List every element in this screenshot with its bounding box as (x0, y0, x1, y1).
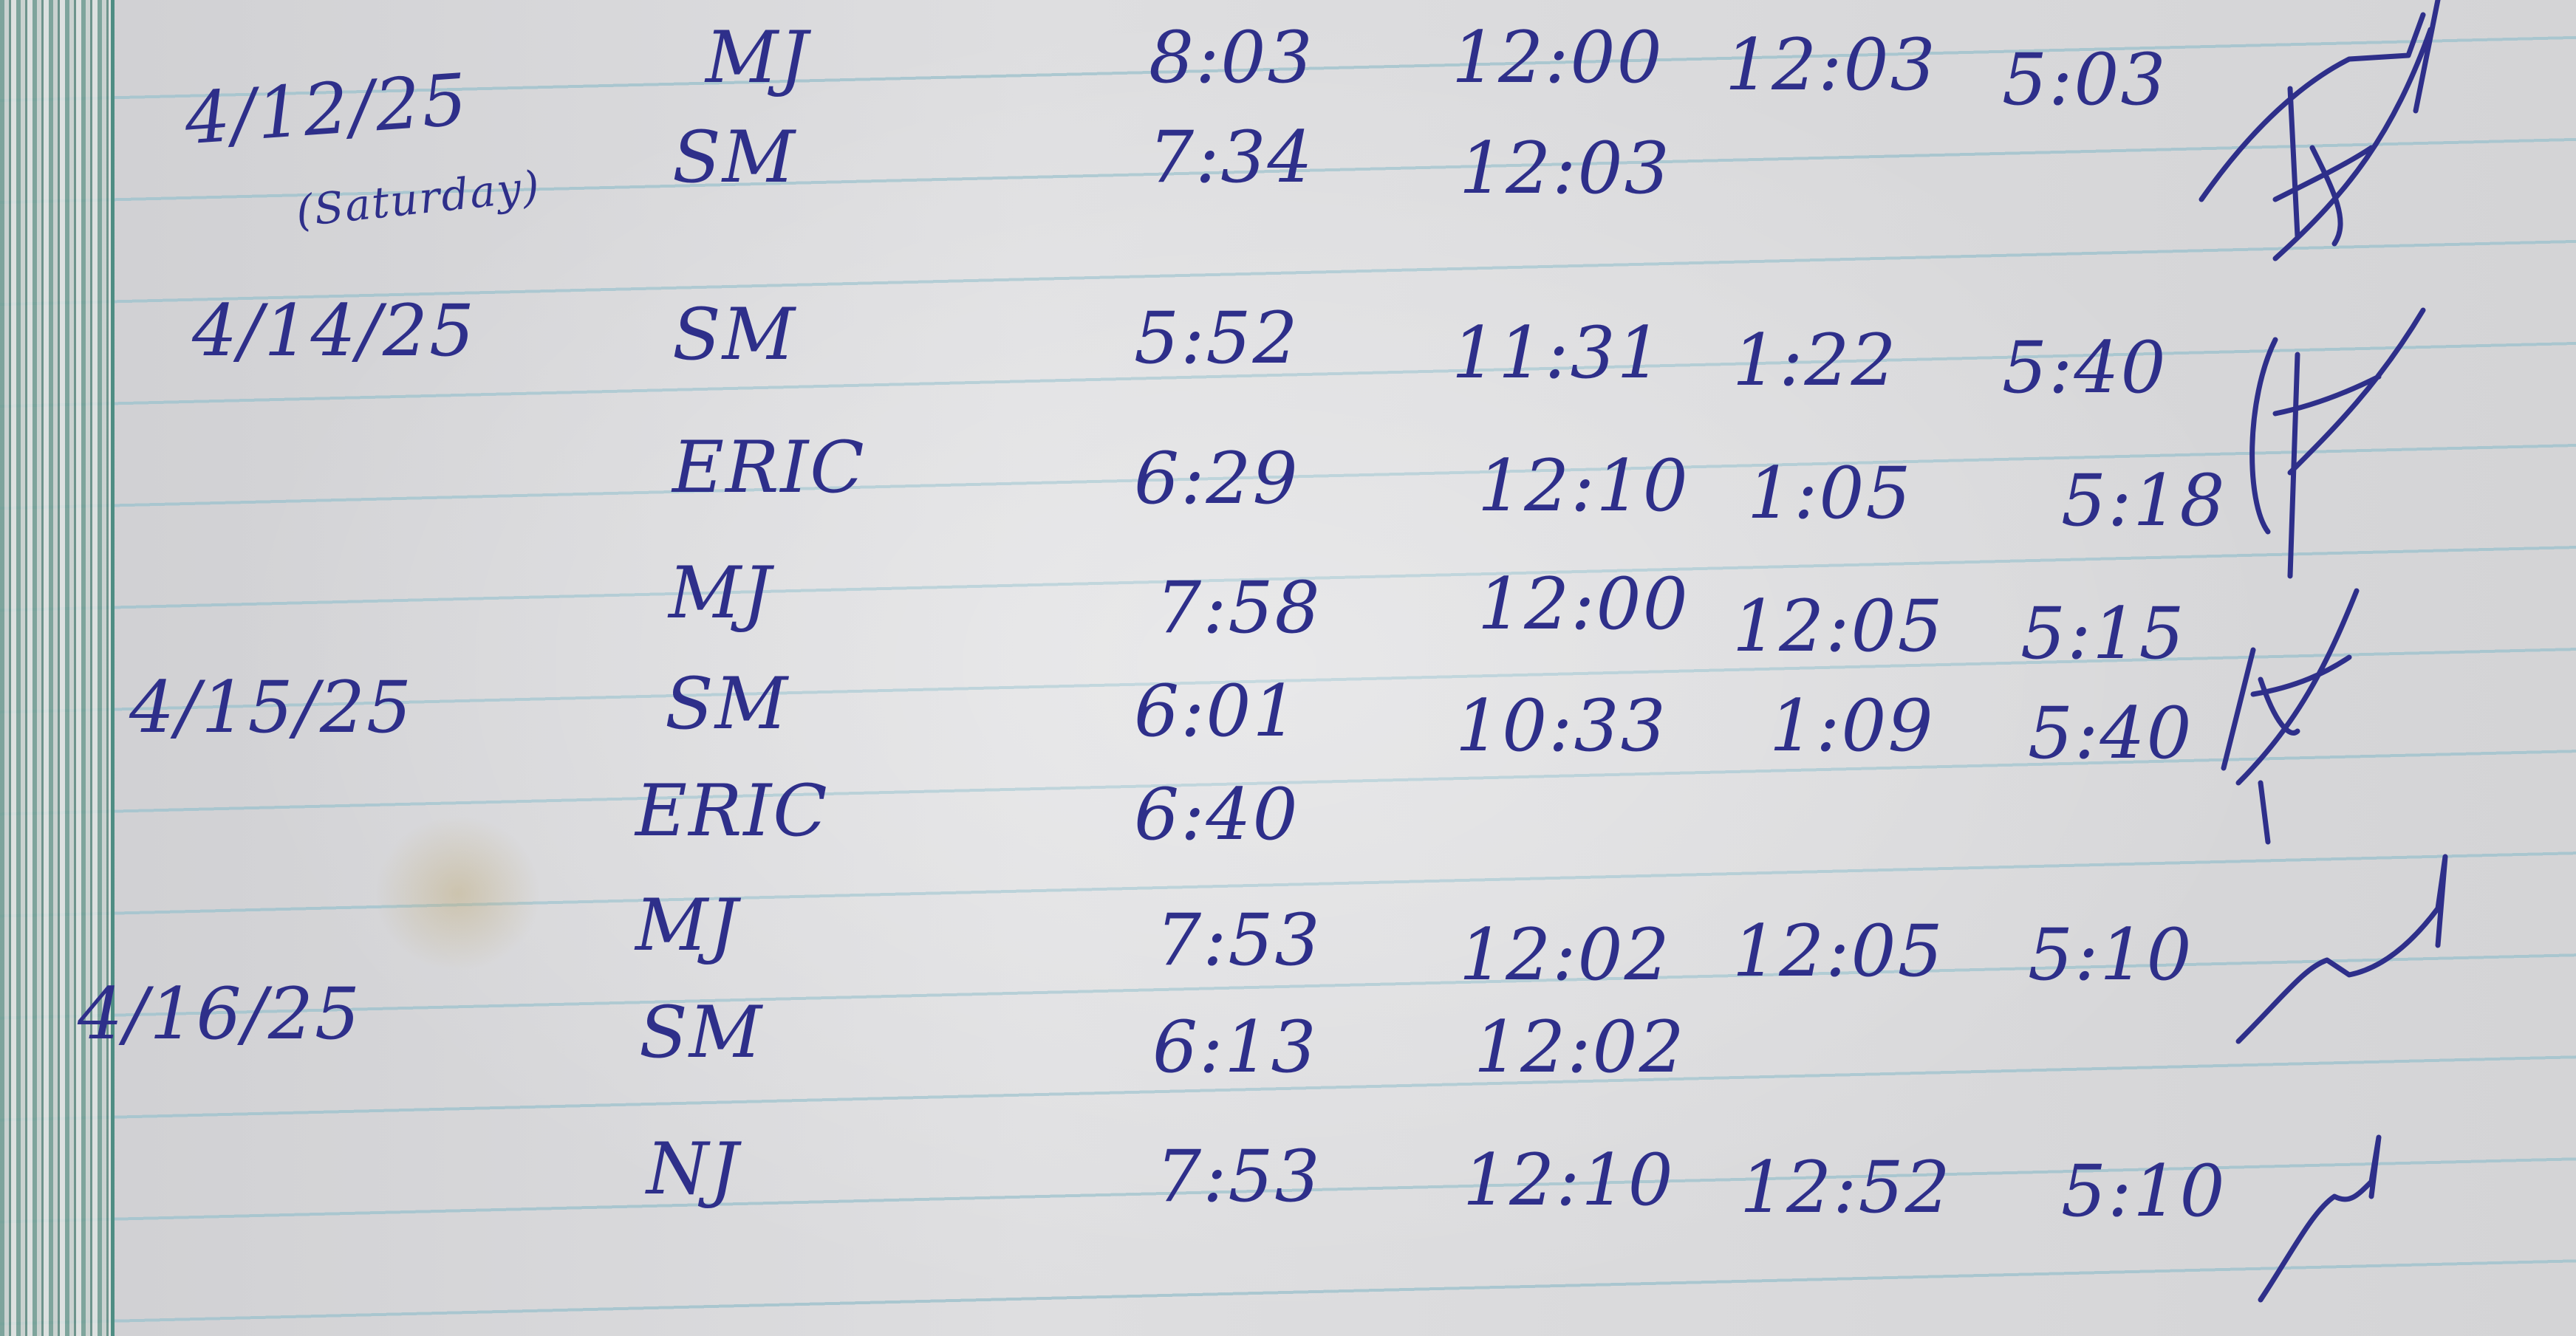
signature-icon (2235, 854, 2448, 1044)
lunch-out: 11:31 (1452, 312, 1664, 394)
lunch-out: 10:33 (1455, 685, 1667, 767)
employee-initials: ERIC (672, 426, 866, 509)
employee-initials: NJ (646, 1128, 740, 1210)
time-out: 5:15 (2020, 592, 2186, 675)
employee-initials: SM (665, 662, 790, 745)
time-out: 5:40 (2028, 692, 2193, 775)
employee-initials: ERIC (635, 770, 829, 852)
lunch-in: 12:52 (1740, 1146, 1952, 1229)
time-out: 5:18 (2061, 459, 2227, 542)
time-out: 5:10 (2028, 914, 2193, 996)
lunch-out: 12:02 (1474, 1006, 1686, 1089)
time-in: 6:40 (1134, 773, 1299, 856)
time-in: 7:34 (1149, 116, 1314, 199)
time-in: 6:01 (1134, 670, 1299, 753)
lunch-in: 12:05 (1732, 910, 1944, 993)
signature-icon (2199, 0, 2441, 261)
time-out: 5:03 (2002, 38, 2167, 121)
lunch-out: 12:00 (1477, 563, 1690, 645)
date-label: 4/16/25 (78, 973, 362, 1055)
notebook-binding-edge (0, 0, 111, 1336)
date-label: 4/14/25 (192, 290, 476, 372)
lunch-out: 12:03 (1459, 127, 1671, 210)
employee-initials: SM (672, 293, 797, 376)
lunch-in: 1:09 (1769, 685, 1935, 767)
time-in: 6:13 (1152, 1006, 1318, 1089)
time-out: 5:10 (2061, 1150, 2227, 1233)
lunch-in: 1:22 (1732, 319, 1898, 402)
employee-initials: SM (672, 116, 797, 199)
employee-initials: SM (639, 991, 764, 1074)
lunch-in: 12:05 (1732, 585, 1944, 668)
employee-initials: MJ (706, 16, 810, 99)
time-out: 5:40 (2002, 326, 2167, 409)
lunch-out: 12:02 (1459, 914, 1671, 996)
lunch-in: 1:05 (1747, 452, 1913, 535)
employee-initials: MJ (669, 552, 773, 634)
time-in: 7:53 (1156, 1135, 1322, 1218)
lunch-in: 12:03 (1725, 24, 1937, 106)
lunch-out: 12:00 (1452, 16, 1664, 99)
date-label: 4/15/25 (129, 666, 414, 749)
employee-initials: MJ (635, 884, 739, 967)
signature-icon (2221, 588, 2360, 845)
time-in: 7:53 (1156, 899, 1322, 982)
time-in: 8:03 (1149, 16, 1314, 99)
lunch-out: 12:10 (1463, 1139, 1675, 1222)
time-in: 5:52 (1134, 297, 1299, 380)
margin-line (111, 0, 115, 1336)
lunch-out: 12:10 (1477, 445, 1690, 527)
date-label: 4/12/25 (182, 58, 471, 161)
time-in: 7:58 (1156, 566, 1322, 649)
signature-icon (2249, 307, 2426, 579)
signature-icon (2258, 1134, 2382, 1303)
time-in: 6:29 (1134, 437, 1299, 520)
